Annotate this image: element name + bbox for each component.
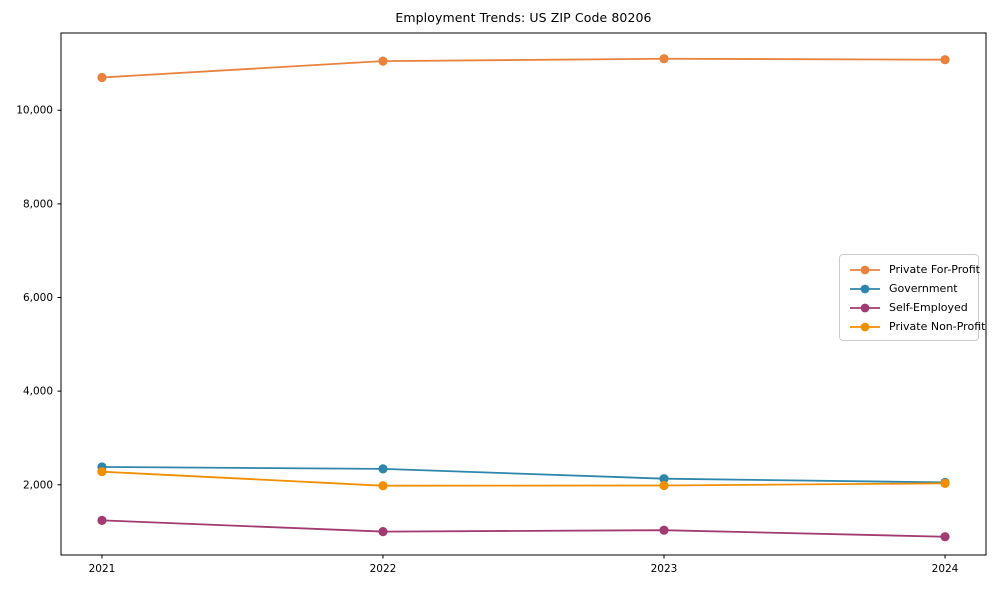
legend-label: Private For-Profit — [889, 263, 980, 276]
data-point-marker — [659, 54, 669, 64]
y-tick-label: 4,000 — [23, 386, 53, 398]
line-dot-marker-icon — [850, 322, 880, 331]
data-point-marker — [659, 525, 669, 535]
line-dot-marker-icon — [850, 303, 880, 312]
data-point-marker — [659, 480, 669, 491]
data-point-marker — [940, 478, 950, 488]
legend-item-self-employed: Self-Employed — [848, 298, 970, 317]
x-tick-label: 2022 — [370, 563, 397, 575]
line-dot-marker-icon — [850, 284, 880, 293]
x-tick-label: 2021 — [89, 563, 116, 575]
y-tick-label: 10,000 — [16, 105, 53, 117]
legend-label: Self-Employed — [889, 301, 968, 314]
line-dot-marker-icon — [850, 265, 880, 274]
x-tick-label: 2023 — [651, 563, 678, 575]
data-point-marker — [659, 474, 669, 484]
series-line-3 — [101, 470, 946, 487]
series-line-1 — [101, 466, 946, 484]
data-point-marker — [378, 481, 388, 491]
axes-frame — [60, 32, 987, 556]
data-point-marker — [378, 526, 388, 537]
legend-item-private-for-profit: Private For-Profit — [848, 260, 980, 279]
series-line-0 — [101, 57, 946, 79]
data-point-marker — [97, 467, 107, 477]
data-point-marker — [97, 515, 107, 525]
data-point-marker — [378, 464, 388, 474]
legend-label: Private Non-Profit — [889, 320, 986, 333]
data-point-marker — [940, 55, 950, 65]
legend: Private For-Profit Government Self-Emplo… — [839, 254, 985, 341]
legend-label: Government — [889, 282, 958, 295]
data-point-marker — [378, 56, 388, 66]
x-tick-label: 2024 — [932, 563, 959, 575]
chart-title: Employment Trends: US ZIP Code 80206 — [395, 10, 652, 25]
y-tick-label: 8,000 — [23, 198, 53, 210]
y-tick-label: 6,000 — [23, 292, 53, 304]
legend-item-government: Government — [848, 279, 970, 298]
data-point-marker — [97, 72, 107, 83]
series-line-2 — [101, 519, 946, 538]
legend-item-private-non-profit: Private Non-Profit — [848, 317, 985, 336]
y-tick-label: 2,000 — [23, 479, 53, 491]
data-point-marker — [940, 532, 950, 542]
